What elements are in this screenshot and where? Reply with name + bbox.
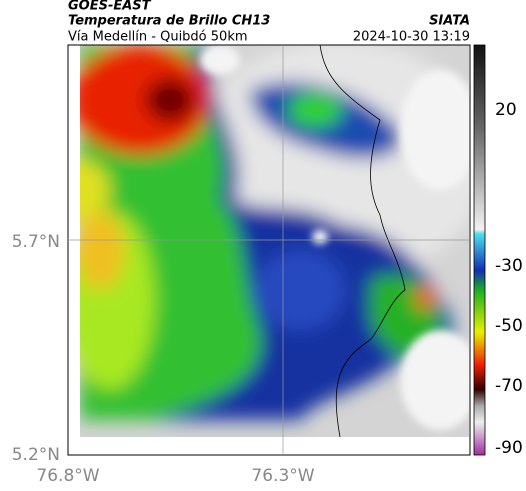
source: SIATA	[429, 14, 470, 29]
colorbar	[473, 44, 486, 456]
colorbar-tick-label: -70	[495, 376, 523, 396]
colorbar-tick-label: -90	[495, 438, 523, 458]
colorbar-tick-label: -30	[495, 256, 523, 276]
map-frame	[67, 44, 471, 456]
lon-label: 76.3°W	[251, 466, 314, 486]
lat-label: 5.2°N	[12, 445, 60, 465]
lon-label: 76.8°W	[36, 466, 99, 486]
subtitle: Temperatura de Brillo CH13	[68, 14, 270, 29]
datetime: 2024-10-30 13:19	[353, 30, 470, 45]
lat-label: 5.7°N	[12, 232, 60, 252]
colorbar-tick-label: -50	[495, 316, 523, 336]
route: Vía Medellín - Quibdó 50km	[68, 30, 248, 45]
satellite-image	[80, 45, 469, 437]
colorbar-tick-label: 20	[495, 100, 517, 120]
title: GOES-EAST	[68, 0, 152, 14]
